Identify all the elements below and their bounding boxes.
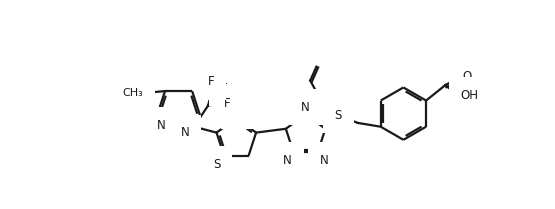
- Text: OH: OH: [461, 89, 479, 102]
- Text: N: N: [181, 126, 190, 139]
- Text: F: F: [224, 97, 230, 110]
- Text: CH₃: CH₃: [123, 88, 143, 98]
- Text: F: F: [220, 82, 227, 95]
- Text: N: N: [233, 104, 241, 117]
- Text: N: N: [283, 154, 292, 167]
- Text: S: S: [213, 158, 220, 171]
- Text: N: N: [301, 101, 310, 114]
- Text: S: S: [335, 109, 342, 122]
- Text: N: N: [320, 154, 329, 167]
- Text: F: F: [208, 75, 215, 88]
- Text: O: O: [462, 70, 472, 83]
- Text: N: N: [158, 119, 166, 132]
